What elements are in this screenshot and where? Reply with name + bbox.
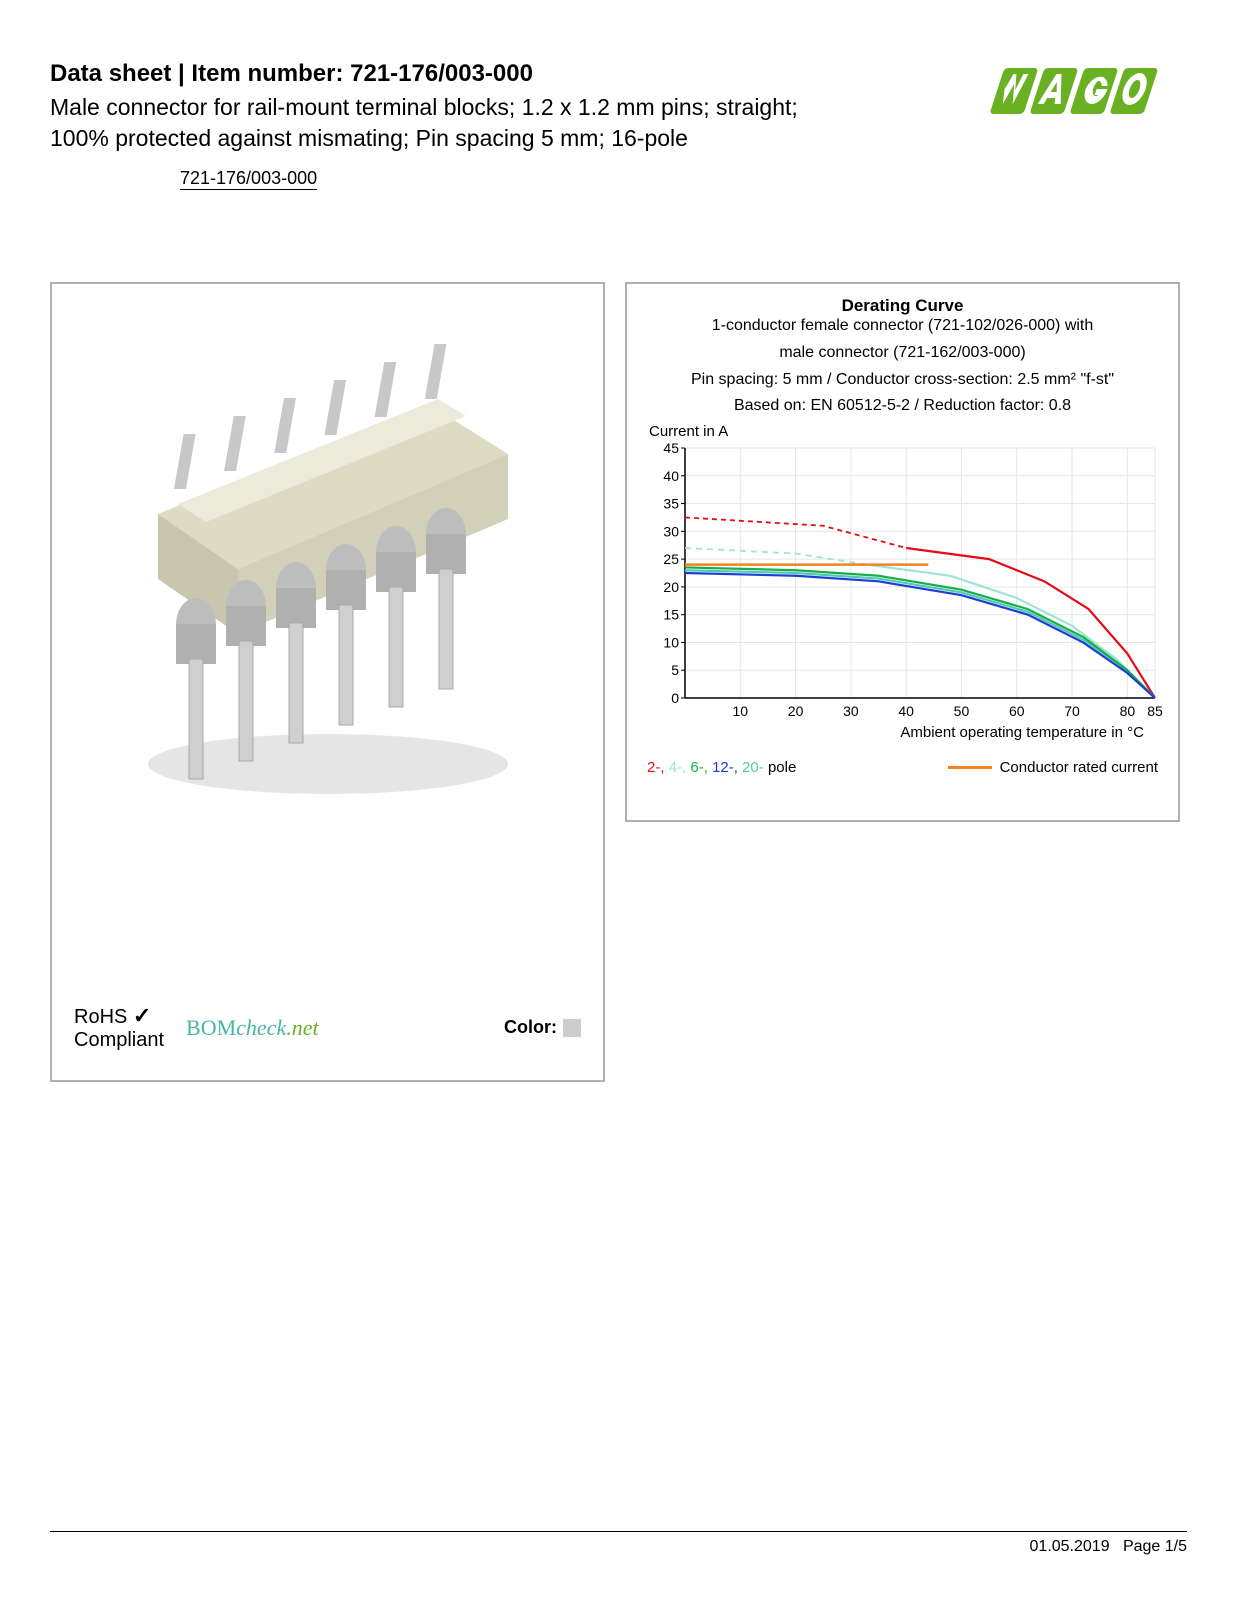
color-label: Color: <box>504 1017 581 1038</box>
compliance-row: RoHS ✓ Compliant BOMcheck.net Color: <box>74 1003 581 1052</box>
rohs-l1: RoHS <box>74 1006 127 1028</box>
title-item-number: 721-176/003-000 <box>350 60 533 87</box>
svg-text:30: 30 <box>663 524 679 540</box>
svg-text:85: 85 <box>1147 703 1163 719</box>
chart-ylabel: Current in A <box>649 423 1166 440</box>
chart-sub4: Based on: EN 60512-5-2 / Reduction facto… <box>639 396 1166 417</box>
footer-date: 01.05.2019 <box>1030 1538 1110 1555</box>
svg-text:80: 80 <box>1120 703 1136 719</box>
svg-text:40: 40 <box>898 703 914 719</box>
chart-title: Derating Curve <box>639 296 1166 316</box>
svg-text:10: 10 <box>733 703 749 719</box>
svg-text:60: 60 <box>1009 703 1025 719</box>
color-text: Color: <box>504 1017 557 1038</box>
legend-item: 6-, <box>690 759 712 776</box>
legend: 2-, 4-, 6-, 12-, 20- pole Conductor rate… <box>639 759 1166 776</box>
product-panel: RoHS ✓ Compliant BOMcheck.net Color: <box>50 282 605 1082</box>
footer-text: 01.05.2019 Page 1/5 <box>50 1538 1187 1556</box>
subtitle-line2: 100% protected against mismating; Pin sp… <box>50 123 977 154</box>
derating-chart: 0 5 10 15 20 25 30 35 40 45 10 20 30 40 50 60 70 80 85 <box>639 442 1169 722</box>
panels: RoHS ✓ Compliant BOMcheck.net Color: Der… <box>50 282 1187 1082</box>
header-text: Data sheet | Item number: 721-176/003-00… <box>50 60 977 190</box>
svg-text:20: 20 <box>788 703 804 719</box>
svg-text:40: 40 <box>663 468 679 484</box>
wago-logo-icon <box>977 60 1187 122</box>
chart-sub3: Pin spacing: 5 mm / Conductor cross-sect… <box>639 370 1166 391</box>
connector-illustration-icon <box>78 324 578 824</box>
legend-item: 20- <box>742 759 768 776</box>
svg-text:35: 35 <box>663 496 679 512</box>
chart-sub1: 1-conductor female connector (721-102/02… <box>639 316 1166 337</box>
svg-text:10: 10 <box>663 635 679 651</box>
chart-xlabel: Ambient operating temperature in °C <box>639 724 1144 741</box>
bomcheck-label: BOMcheck.net <box>186 1015 319 1041</box>
bomcheck-net: .net <box>286 1015 318 1040</box>
chart-panel: Derating Curve 1-conductor female connec… <box>625 282 1180 822</box>
rated-line-icon <box>948 766 992 769</box>
svg-text:5: 5 <box>671 663 679 679</box>
svg-text:50: 50 <box>954 703 970 719</box>
rohs-l2: Compliant <box>74 1029 164 1051</box>
svg-text:45: 45 <box>663 442 679 456</box>
legend-suffix: pole <box>768 759 796 776</box>
bomcheck-check: check <box>236 1015 286 1040</box>
svg-text:20: 20 <box>663 579 679 595</box>
legend-item: 2-, <box>647 759 669 776</box>
check-icon: ✓ <box>133 1003 151 1028</box>
rated-label: Conductor rated current <box>1000 759 1158 776</box>
legend-item: 12-, <box>712 759 742 776</box>
legend-poles: 2-, 4-, 6-, 12-, 20- pole <box>647 759 940 776</box>
product-image <box>67 299 588 849</box>
footer-page: Page 1/5 <box>1123 1538 1187 1555</box>
legend-item: 4-, <box>669 759 691 776</box>
header: Data sheet | Item number: 721-176/003-00… <box>50 60 1187 190</box>
bomcheck-bom: BOM <box>186 1015 236 1040</box>
logo <box>977 60 1187 122</box>
svg-text:15: 15 <box>663 607 679 623</box>
subtitle-line1: Male connector for rail-mount terminal b… <box>50 92 977 123</box>
footer: 01.05.2019 Page 1/5 <box>50 1531 1187 1556</box>
svg-text:25: 25 <box>663 551 679 567</box>
svg-text:30: 30 <box>843 703 859 719</box>
title-prefix: Data sheet | Item number: <box>50 60 350 87</box>
rohs-label: RoHS ✓ Compliant <box>74 1003 164 1052</box>
item-number-small: 721-176/003-000 <box>180 168 317 190</box>
chart-sub2: male connector (721-162/003-000) <box>639 343 1166 364</box>
svg-text:0: 0 <box>671 690 679 706</box>
color-swatch <box>563 1019 581 1037</box>
footer-line <box>50 1531 1187 1532</box>
svg-text:70: 70 <box>1064 703 1080 719</box>
title: Data sheet | Item number: 721-176/003-00… <box>50 60 977 88</box>
